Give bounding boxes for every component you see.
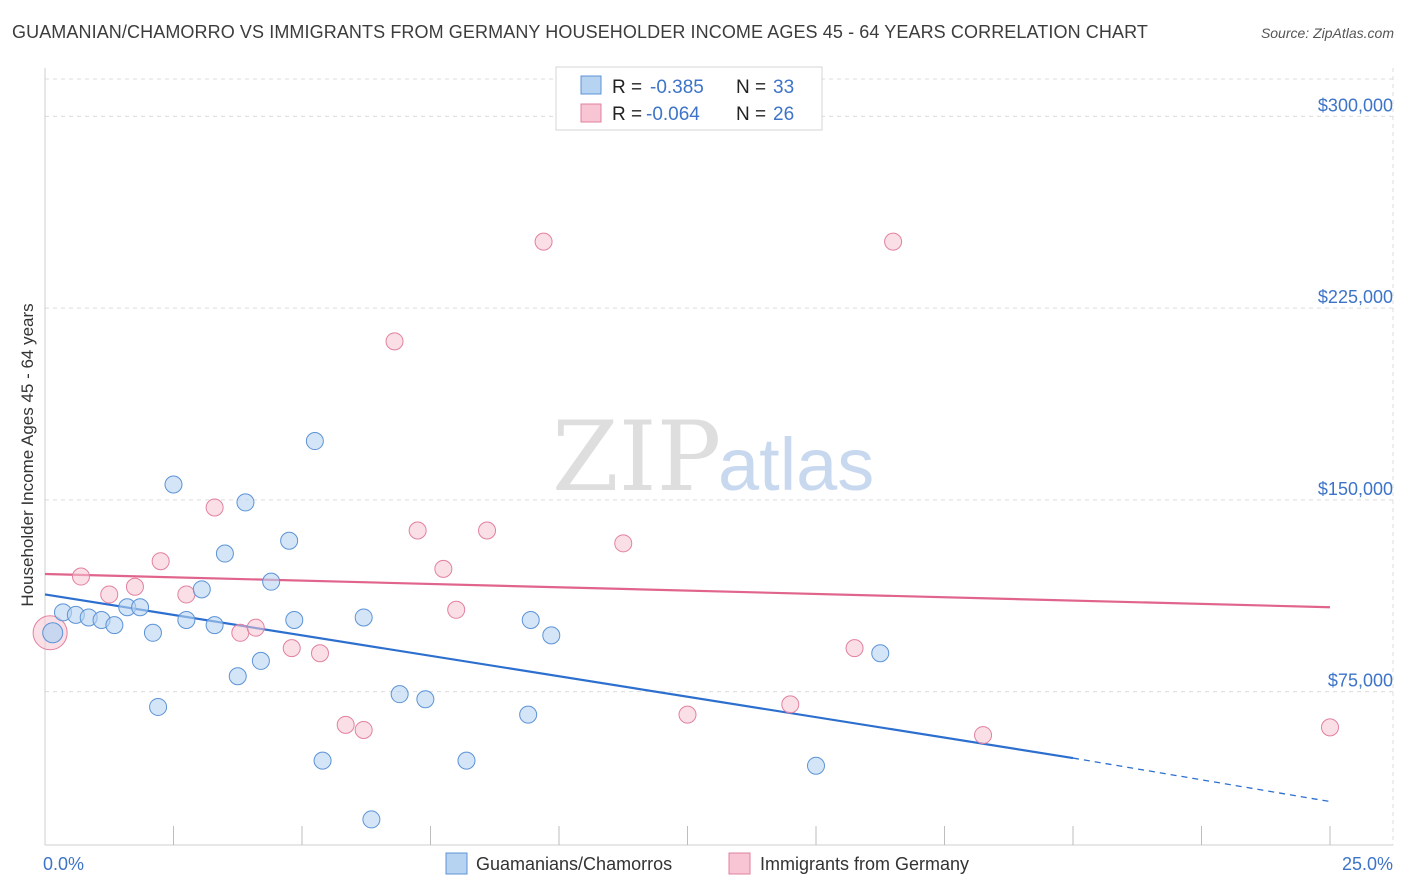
points-layer [32, 232, 1339, 829]
data-point-pink [447, 600, 466, 619]
data-point-pink [310, 644, 329, 663]
series-label-blue: Guamanians/Chamorros [476, 854, 672, 874]
data-point-blue [871, 644, 890, 663]
watermark: ZIP atlas [552, 401, 874, 513]
data-point-blue [228, 667, 247, 686]
data-point-pink [974, 726, 993, 745]
data-point-blue [519, 705, 538, 724]
data-point-pink [385, 332, 404, 351]
data-point-blue [354, 608, 373, 627]
data-point-blue [149, 697, 168, 716]
data-point-blue [807, 756, 825, 775]
data-point-blue [105, 616, 124, 635]
x-tick-label: 25.0% [1342, 854, 1393, 874]
data-point-blue [280, 531, 299, 550]
axis-layer [44, 68, 1393, 846]
data-point-blue [457, 751, 476, 770]
legend-n-label: N = [736, 77, 766, 98]
watermark-zip: ZIP [552, 401, 721, 513]
watermark-atlas: atlas [718, 423, 874, 506]
data-point-blue [143, 623, 162, 642]
chart-title: GUAMANIAN/CHAMORRO VS IMMIGRANTS FROM GE… [12, 22, 1148, 42]
series-swatch-blue [445, 852, 468, 875]
legend-n-value: 33 [773, 77, 794, 98]
data-point-blue [251, 651, 270, 670]
data-point-pink [336, 715, 355, 734]
data-point-pink [282, 639, 301, 658]
data-point-pink [845, 639, 864, 658]
data-point-blue [521, 611, 540, 630]
legend-swatch-blue [580, 75, 602, 95]
data-point-pink [678, 705, 697, 724]
data-point-blue [416, 690, 435, 709]
y-tick-label: $300,000 [1318, 95, 1393, 115]
trend-line-blue-extension [1072, 757, 1331, 803]
data-point-pink [231, 623, 250, 642]
y-tick-label: $225,000 [1318, 287, 1393, 307]
data-point-pink [151, 552, 170, 571]
data-point-pink [246, 618, 265, 637]
legend-r-value: -0.064 [646, 104, 700, 125]
legend-swatch-pink [580, 103, 602, 123]
data-point-blue [542, 626, 561, 645]
data-point-pink [478, 521, 497, 540]
y-tick-labels: $75,000 $150,000 $225,000 $300,000 [1318, 95, 1393, 690]
data-point-pink [71, 567, 90, 586]
data-point-blue [205, 616, 224, 635]
series-legend: Guamanians/Chamorros Immigrants from Ger… [445, 852, 969, 875]
legend-n-label: N = [736, 104, 766, 125]
data-point-blue [177, 611, 196, 630]
data-point-blue [305, 432, 324, 451]
data-point-pink [408, 521, 427, 540]
data-point-pink [614, 534, 633, 553]
grid-layer [45, 68, 1394, 845]
data-point-pink [884, 232, 903, 251]
data-point-blue [164, 475, 183, 494]
data-point-pink [781, 695, 800, 714]
trend-layer [44, 572, 1331, 803]
data-point-pink [354, 720, 373, 739]
data-point-blue [285, 611, 304, 630]
data-point-blue [131, 598, 150, 617]
series-label-pink: Immigrants from Germany [760, 854, 969, 874]
data-point-blue [390, 685, 409, 704]
data-point-pink [100, 585, 119, 604]
data-point-pink [177, 585, 196, 604]
data-point-blue [313, 751, 332, 770]
data-point-blue [362, 810, 381, 829]
data-point-blue [262, 572, 281, 591]
data-point-pink [205, 498, 224, 517]
chart-source: Source: ZipAtlas.com [1260, 25, 1394, 41]
legend: R = -0.385 N = 33 R = -0.064 N = 26 [555, 66, 823, 131]
trend-line-blue [44, 593, 1074, 760]
y-tick-label: $75,000 [1328, 671, 1393, 691]
x-tick-labels: 0.0% 25.0% [43, 854, 1393, 874]
data-point-blue [215, 544, 234, 563]
legend-n-value: 26 [773, 104, 794, 125]
trend-line-pink [44, 572, 1331, 609]
y-axis-label: Householder Income Ages 45 - 64 years [18, 303, 37, 606]
data-point-pink [1321, 718, 1339, 737]
legend-r-label: R = [612, 77, 642, 98]
data-point-pink [125, 577, 144, 596]
data-point-blue [236, 493, 255, 512]
legend-r-value: -0.385 [650, 77, 704, 98]
data-point-pink [434, 559, 453, 578]
data-point-blue [42, 622, 64, 644]
data-point-pink [534, 232, 553, 251]
x-tick-label: 0.0% [43, 854, 84, 874]
y-tick-label: $150,000 [1318, 479, 1393, 499]
legend-r-label: R = [612, 104, 642, 125]
data-point-blue [192, 580, 211, 599]
series-swatch-pink [728, 852, 751, 875]
